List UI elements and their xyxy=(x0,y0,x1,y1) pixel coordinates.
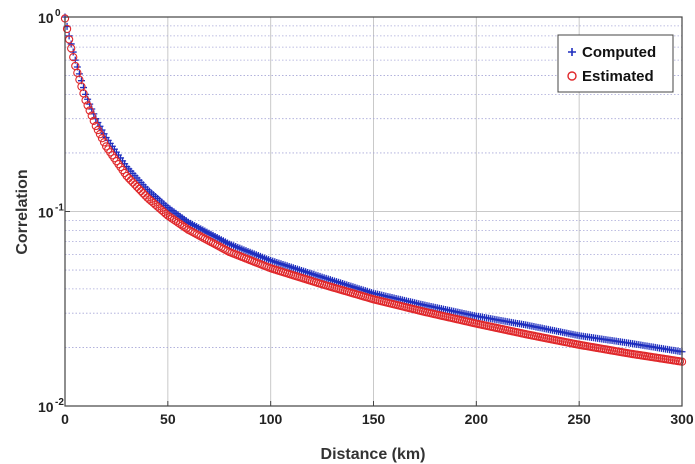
estimated-point xyxy=(122,171,131,181)
estimated-point xyxy=(171,217,181,226)
estimated-point xyxy=(97,134,107,143)
estimated-point xyxy=(182,224,191,233)
x-tick-label: 100 xyxy=(259,411,283,427)
legend-marker-computed xyxy=(568,48,576,56)
estimated-point xyxy=(62,24,72,34)
series-estimated xyxy=(60,14,687,366)
estimated-point xyxy=(178,221,187,230)
estimated-point xyxy=(126,176,135,185)
grid-lines xyxy=(65,17,682,406)
estimated-point xyxy=(167,214,177,223)
x-axis-title: Distance (km) xyxy=(321,446,426,463)
estimated-point xyxy=(200,234,210,243)
estimated-point xyxy=(202,235,212,244)
estimated-point xyxy=(219,244,228,253)
x-tick-label: 200 xyxy=(465,411,489,427)
estimated-point xyxy=(217,243,226,252)
estimated-point xyxy=(192,230,201,239)
x-tick-label: 0 xyxy=(61,411,69,427)
legend-box xyxy=(557,34,674,93)
y-axis-title: Correlation xyxy=(14,169,31,254)
estimated-point xyxy=(208,238,218,248)
estimated-point xyxy=(87,111,96,120)
estimated-point xyxy=(184,225,193,234)
y-tick-label-base: 10 xyxy=(38,10,54,26)
estimated-point xyxy=(132,182,142,191)
x-tick-label: 300 xyxy=(670,411,694,427)
estimated-point xyxy=(176,219,185,229)
y-tick-label-base: 10 xyxy=(38,205,54,221)
estimated-point xyxy=(124,173,133,183)
estimated-point xyxy=(180,222,189,232)
computed-point xyxy=(67,40,75,48)
estimated-point xyxy=(83,101,92,110)
legend: Computed Estimated xyxy=(557,34,674,93)
y-tick-label-exponent: -2 xyxy=(55,397,64,408)
estimated-point xyxy=(194,231,203,240)
estimated-point xyxy=(196,232,205,241)
estimated-point xyxy=(188,227,197,237)
legend-label-estimated: Estimated xyxy=(582,68,654,85)
estimated-point xyxy=(99,138,109,147)
legend-marker-estimated xyxy=(567,71,577,81)
estimated-point xyxy=(186,226,195,236)
estimated-point xyxy=(81,96,90,105)
estimated-point xyxy=(130,180,140,189)
legend-label-computed: Computed xyxy=(582,44,656,61)
estimated-point xyxy=(190,228,199,238)
y-tick-label-base: 10 xyxy=(38,399,54,415)
estimated-point xyxy=(69,53,78,62)
x-tick-label: 50 xyxy=(160,411,176,427)
estimated-point xyxy=(173,218,183,227)
y-tick-label-exponent: 0 xyxy=(55,8,61,19)
estimated-point xyxy=(215,242,224,251)
estimated-point xyxy=(210,240,220,249)
estimated-point xyxy=(128,178,138,187)
x-tick-label: 150 xyxy=(362,411,386,427)
x-tick-label: 250 xyxy=(567,411,591,427)
estimated-point xyxy=(169,215,179,224)
estimated-point xyxy=(163,211,172,220)
estimated-point xyxy=(134,184,144,194)
estimated-point xyxy=(85,106,94,115)
estimated-point xyxy=(95,130,105,139)
y-tick-label-exponent: -1 xyxy=(55,203,64,214)
estimated-point xyxy=(213,241,222,250)
estimated-point xyxy=(204,236,214,246)
estimated-point xyxy=(139,189,148,198)
estimated-point xyxy=(93,125,103,135)
estimated-point xyxy=(198,233,207,242)
estimated-point xyxy=(91,121,100,131)
estimated-point xyxy=(136,186,146,196)
estimated-point xyxy=(206,237,216,247)
estimated-point xyxy=(67,44,76,53)
estimated-point xyxy=(89,116,98,126)
estimated-point xyxy=(165,212,175,222)
